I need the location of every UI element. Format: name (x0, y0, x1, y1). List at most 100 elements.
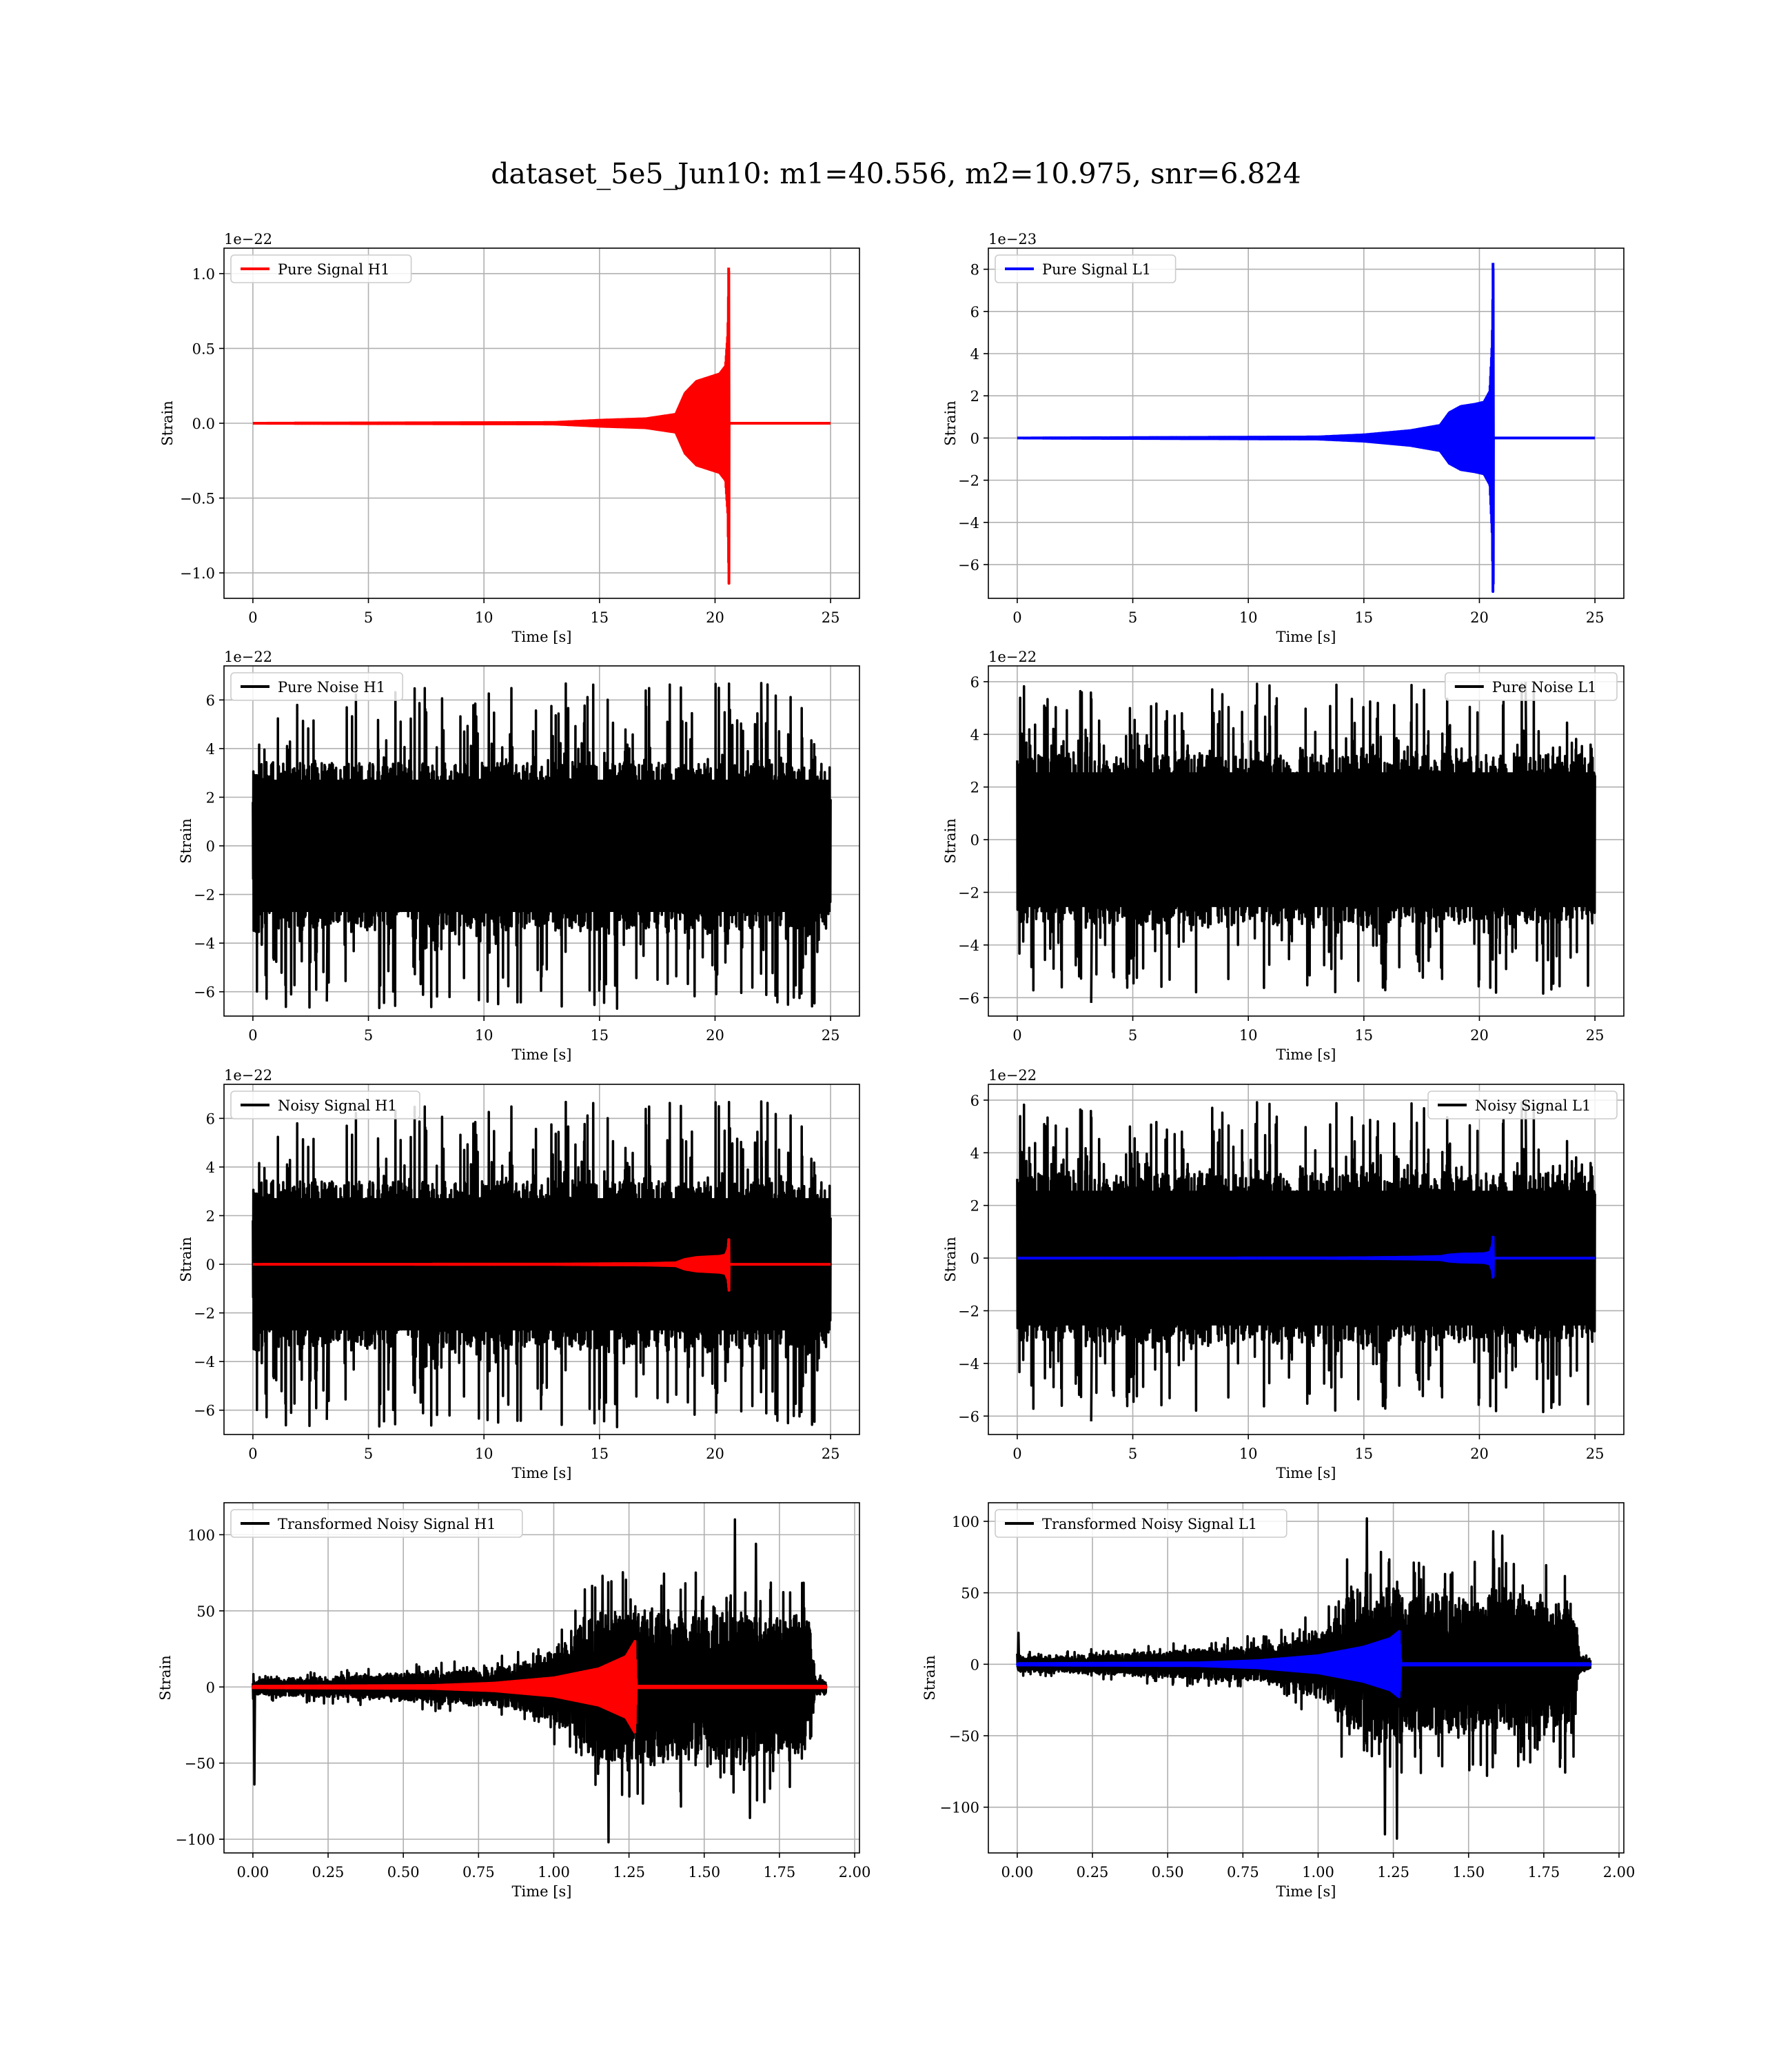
legend-box (230, 672, 403, 701)
chart-pure_noise_h1: 0 5 10 15 20 25 −6 −4 −2 0 2 4 6 Time [s] Strain 1e−22 P… (178, 649, 860, 1063)
legend-label: Noisy Signal H1 (278, 1097, 397, 1114)
y-tick-label: 2 (970, 388, 979, 405)
y-tick-label: −6 (958, 557, 979, 574)
y-tick-label: −6 (194, 1403, 215, 1419)
series-overlay-1 (1015, 1630, 1592, 1699)
legend: Transformed Noisy Signal L1 (995, 1509, 1287, 1538)
x-tick-label: 0 (1012, 609, 1021, 626)
chart-noisy_signal_l1: 0 5 10 15 20 25 −6 −4 −2 0 2 4 6 Time [s] Strain 1e−22 N… (942, 1067, 1625, 1481)
legend: Transformed Noisy Signal H1 (230, 1509, 523, 1538)
y-tick-label: 6 (970, 304, 979, 321)
x-tick-label: 1.75 (763, 1864, 795, 1881)
y-tick-label: 0 (970, 832, 979, 849)
y-axis-label: Strain (942, 1237, 959, 1282)
y-tick-label: 4 (970, 346, 979, 363)
y-tick-label: −2 (194, 1306, 215, 1322)
y-tick-label: 0.5 (192, 341, 215, 357)
x-tick-label: 15 (590, 609, 609, 626)
x-axis-label: Time [s] (1276, 1046, 1336, 1063)
chart-noisy_signal_h1: 0 5 10 15 20 25 −6 −4 −2 0 2 4 6 Time [s] Strain 1e−22 N… (178, 1067, 860, 1481)
y-tick-label: 0 (970, 1250, 979, 1267)
chart-pure_signal_l1: 0 5 10 15 20 25 −6 −4 −2 0 2 4 6 8 Time [s] Strain 1e−23… (942, 231, 1625, 645)
y-offset-text: 1e−22 (224, 1067, 272, 1084)
legend-label: Pure Noise H1 (278, 679, 385, 696)
x-tick-label: 0.50 (1152, 1864, 1184, 1881)
y-offset-text: 1e−22 (224, 231, 272, 247)
x-tick-label: 5 (1128, 1027, 1137, 1044)
x-axis-label: Time [s] (512, 1046, 572, 1063)
x-tick-label: 0.75 (462, 1864, 495, 1881)
legend-box (1445, 672, 1618, 701)
x-tick-label: 20 (1470, 1027, 1489, 1044)
x-tick-label: 15 (1354, 1446, 1373, 1462)
x-tick-label: 25 (822, 609, 840, 626)
legend: Noisy Signal L1 (1427, 1091, 1618, 1119)
legend-box (995, 254, 1177, 283)
legend-box (995, 1509, 1287, 1538)
x-tick-label: 5 (364, 1446, 373, 1462)
series-pure-signal-l1 (1016, 263, 1596, 594)
x-tick-label: 5 (364, 609, 373, 626)
plot-area (1016, 681, 1596, 1003)
x-tick-label: 1.00 (538, 1864, 570, 1881)
axes-frame (223, 665, 860, 1017)
y-tick-label: 50 (961, 1585, 979, 1602)
x-axis-label: Time [s] (1276, 1465, 1336, 1481)
plot-area (1016, 263, 1596, 594)
x-tick-label: 20 (706, 1027, 724, 1044)
x-axis-label: Time [s] (1276, 629, 1336, 645)
x-tick-label: 5 (1128, 609, 1137, 626)
legend-label: Transformed Noisy Signal H1 (278, 1516, 496, 1532)
axes-frame (988, 247, 1625, 599)
legend: Noisy Signal H1 (230, 1091, 420, 1119)
x-tick-label: 1.50 (688, 1864, 720, 1881)
y-tick-label: −4 (958, 1356, 979, 1372)
y-offset-text: 1e−22 (988, 649, 1037, 665)
x-tick-label: 0.75 (1227, 1864, 1259, 1881)
y-tick-label: 50 (196, 1603, 215, 1620)
y-tick-label: −4 (958, 515, 979, 531)
legend-label: Pure Noise L1 (1492, 679, 1597, 696)
x-tick-label: 25 (822, 1446, 840, 1462)
legend: Pure Signal L1 (995, 254, 1177, 283)
x-tick-label: 0 (248, 609, 257, 626)
x-tick-label: 15 (590, 1446, 609, 1462)
series-noisy-signal-h1 (252, 1100, 832, 1429)
y-tick-label: 100 (187, 1527, 215, 1543)
y-tick-label: 4 (206, 1159, 215, 1176)
x-tick-label: 0.25 (1077, 1864, 1109, 1881)
plot-area (252, 1100, 832, 1429)
x-tick-label: 20 (706, 609, 724, 626)
y-tick-label: 0 (206, 1257, 215, 1273)
series-pure-noise-l1 (1016, 681, 1596, 1003)
figure-title: dataset_5e5_Jun10: m1=40.556, m2=10.975,… (491, 157, 1301, 190)
series-pure-noise-h1 (252, 682, 832, 1011)
x-tick-label: 1.00 (1302, 1864, 1334, 1881)
y-tick-label: 2 (206, 790, 215, 807)
x-tick-label: 25 (1586, 1446, 1605, 1462)
x-tick-label: 0.25 (312, 1864, 345, 1881)
x-axis-label: Time [s] (512, 629, 572, 645)
series-transformed-noisy-signal-h1 (252, 1518, 828, 1844)
y-tick-label: 4 (970, 727, 979, 743)
x-tick-label: 20 (1470, 609, 1489, 626)
y-tick-label: −6 (194, 984, 215, 1001)
axes-frame (223, 1502, 860, 1854)
x-tick-label: 10 (1239, 1027, 1258, 1044)
series-overlay-1 (252, 1238, 832, 1292)
x-tick-label: 2.00 (1603, 1864, 1636, 1881)
legend-label: Transformed Noisy Signal L1 (1042, 1516, 1257, 1532)
y-tick-label: −100 (939, 1800, 979, 1816)
x-tick-label: 0 (1012, 1446, 1021, 1462)
y-axis-label: Strain (942, 401, 959, 446)
y-tick-label: 4 (206, 741, 215, 758)
y-tick-label: −6 (958, 1408, 979, 1425)
grid (988, 248, 1624, 598)
x-tick-label: 1.25 (1377, 1864, 1409, 1881)
x-tick-label: 20 (706, 1446, 724, 1462)
y-tick-label: −1.0 (180, 565, 215, 582)
y-tick-label: 1.0 (192, 266, 215, 283)
series-overlay-1 (1016, 1235, 1596, 1279)
chart-transformed_l1: 0.00 0.25 0.50 0.75 1.00 1.25 1.50 1.75 2.00 −100… (922, 1502, 1636, 1900)
